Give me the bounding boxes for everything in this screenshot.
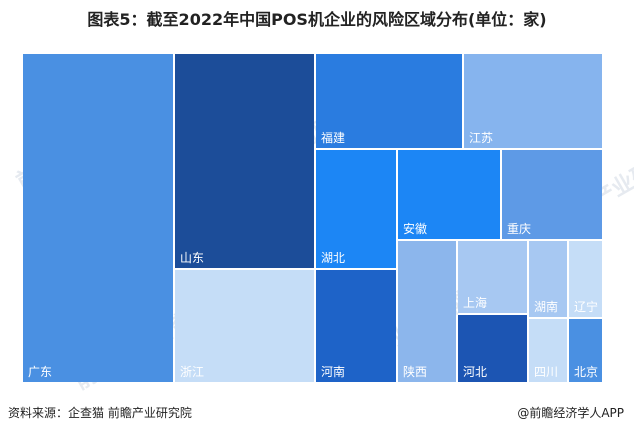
treemap-label: 山东 xyxy=(180,251,204,265)
treemap-label: 湖北 xyxy=(321,250,345,265)
source-note: 资料来源：企查猫 前瞻产业研究院 xyxy=(8,406,192,420)
treemap-label: 辽宁 xyxy=(574,299,598,314)
treemap-tile xyxy=(398,241,456,382)
treemap-label: 四川 xyxy=(534,365,558,379)
treemap-tile xyxy=(175,270,314,382)
treemap-label: 湖南 xyxy=(534,299,558,314)
treemap-tile xyxy=(502,150,602,239)
treemap-tile xyxy=(316,54,462,148)
treemap-label: 陕西 xyxy=(403,364,427,379)
brand-note: @前瞻经济学人APP xyxy=(517,406,624,420)
treemap-label: 上海 xyxy=(463,295,487,310)
treemap-label: 江苏 xyxy=(469,131,493,145)
treemap-tile xyxy=(458,241,527,313)
treemap-tile xyxy=(464,54,602,148)
treemap-label: 安徽 xyxy=(403,221,427,236)
treemap-label: 河北 xyxy=(463,365,487,379)
treemap-label: 浙江 xyxy=(180,365,204,379)
chart-title: 图表5：截至2022年中国POS机企业的风险区域分布(单位：家) xyxy=(87,10,547,29)
treemap-tile xyxy=(316,150,396,268)
treemap-tile xyxy=(23,54,173,382)
treemap-label: 北京 xyxy=(574,365,598,379)
treemap-tile xyxy=(529,241,567,317)
treemap-tile xyxy=(569,241,602,317)
treemap-tile xyxy=(398,150,500,239)
treemap-label: 广东 xyxy=(28,365,52,379)
treemap-tile xyxy=(316,270,396,382)
treemap-tile xyxy=(529,319,567,382)
treemap-label: 重庆 xyxy=(507,222,531,236)
treemap-label: 河南 xyxy=(321,364,345,379)
treemap-tile xyxy=(458,315,527,382)
treemap-tile xyxy=(175,54,314,268)
treemap-label: 福建 xyxy=(321,130,345,145)
treemap-tile xyxy=(569,319,602,382)
